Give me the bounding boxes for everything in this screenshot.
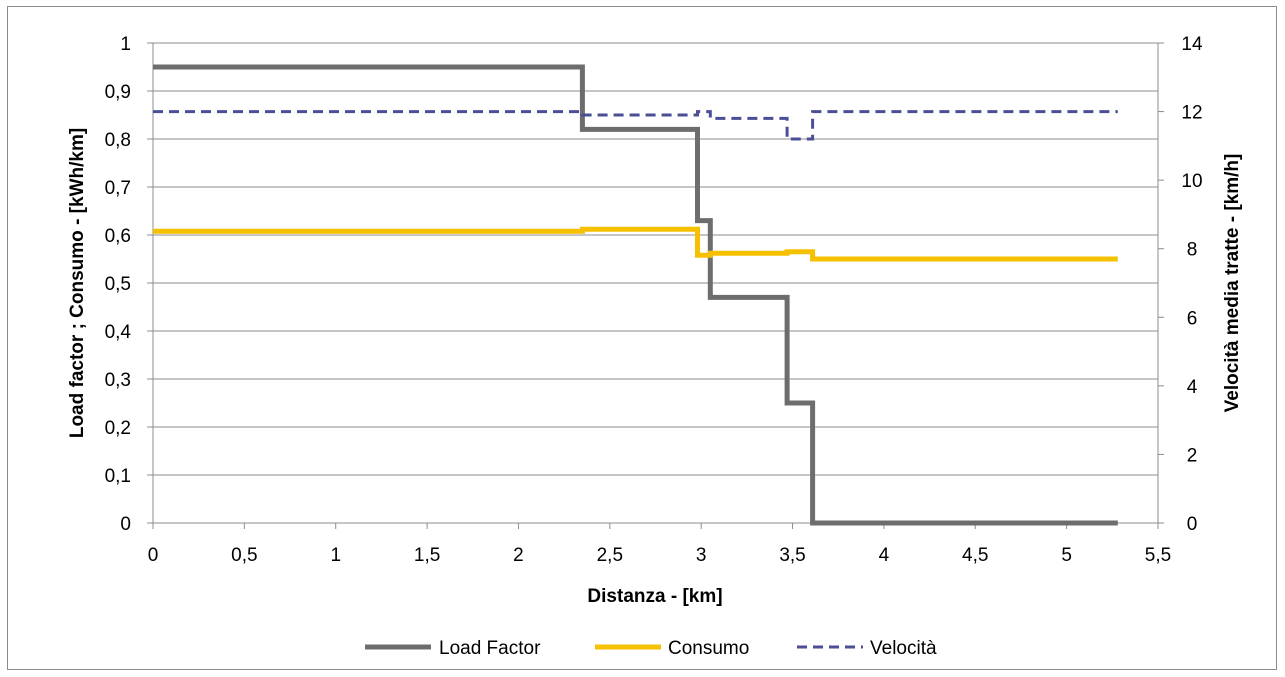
x-tick-label: 2,5 — [597, 545, 623, 566]
y2-tick-label: 2 — [1187, 445, 1198, 466]
legend-label-consumo: Consumo — [668, 638, 749, 659]
y2-tick-label: 14 — [1181, 34, 1203, 55]
y-tick-label: 0,8 — [105, 130, 131, 151]
x-tick-label: 3 — [696, 545, 707, 566]
y2-tick-label: 4 — [1187, 377, 1198, 398]
y2-tick-label: 6 — [1187, 308, 1198, 329]
y-tick-label: 0,3 — [105, 370, 131, 391]
y-tick-label: 0,2 — [105, 418, 131, 439]
x-tick-label: 1,5 — [414, 545, 440, 566]
y2-tick-label: 10 — [1181, 171, 1202, 192]
y-tick-label: 0,1 — [105, 466, 131, 487]
x-tick-labels: 0 0,5 1 1,5 2 2,5 3 3,5 4 4,5 5 5,5 — [148, 523, 1171, 566]
y-tick-label: 0 — [120, 514, 131, 535]
x-tick-label: 0,5 — [231, 545, 257, 566]
y-tick-label: 0,6 — [105, 226, 131, 247]
x-tick-label: 2 — [513, 545, 524, 566]
y2-tick-labels: 0 2 4 6 8 10 12 14 — [1158, 34, 1203, 535]
y-tick-labels: 0 0,1 0,2 0,3 0,4 0,5 0,6 0,7 0,8 0,9 1 — [105, 34, 153, 535]
series-line-velocita — [153, 110, 1118, 141]
series-line-load-factor — [153, 64, 1118, 526]
series-lines — [153, 64, 1118, 526]
legend-label-velocita: Velocità — [870, 638, 937, 659]
series-line-consumo — [153, 226, 1118, 262]
y-tick-label: 0,4 — [105, 322, 132, 343]
y-tick-label: 0,7 — [105, 178, 131, 199]
x-tick-label: 5,5 — [1145, 545, 1171, 566]
legend: Load Factor Consumo Velocità — [365, 638, 937, 659]
y-tick-label: 0,5 — [105, 274, 131, 295]
y2-tick-label: 12 — [1181, 103, 1202, 124]
legend-label-load-factor: Load Factor — [439, 638, 541, 659]
y2-tick-label: 0 — [1187, 514, 1198, 535]
x-tick-label: 1 — [330, 545, 341, 566]
x-tick-label: 4,5 — [962, 545, 988, 566]
x-tick-label: 3,5 — [779, 545, 805, 566]
y-axis-title: Load factor ; Consumo - [kWh/km] — [67, 128, 88, 438]
x-axis-title: Distanza - [km] — [587, 586, 722, 607]
x-tick-label: 5 — [1061, 545, 1072, 566]
y-tick-label: 0,9 — [105, 82, 131, 103]
gridlines — [153, 42, 1158, 476]
y2-axis-title: Velocità media tratte - [km/h] — [1222, 154, 1243, 413]
y2-tick-label: 8 — [1187, 240, 1198, 261]
x-tick-label: 4 — [879, 545, 890, 566]
y-tick-label: 1 — [120, 34, 131, 55]
x-tick-label: 0 — [148, 545, 159, 566]
